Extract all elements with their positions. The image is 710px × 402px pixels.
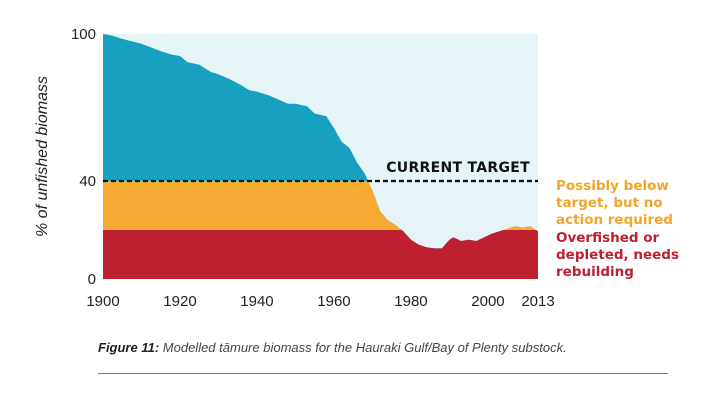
y-axis-label: % of unfished biomass	[34, 76, 51, 237]
zone-label-line: Possibly below	[556, 178, 669, 194]
x-tick-label: 1920	[163, 293, 196, 310]
zone-label-line: rebuilding	[556, 264, 634, 280]
zone-label-line: target, but no	[556, 195, 663, 211]
x-tick-label: 2000	[471, 293, 504, 310]
caption-divider	[98, 373, 668, 374]
figure-caption: Figure 11: Modelled tāmure biomass for t…	[98, 340, 658, 355]
x-tick-label: 1900	[86, 293, 119, 310]
x-tick-label: 1980	[394, 293, 427, 310]
x-tick-label: 1960	[317, 293, 350, 310]
zone-label-line: action required	[556, 212, 673, 228]
figure-caption-label: Figure 11:	[98, 340, 160, 355]
y-tick-label: 0	[88, 271, 96, 288]
x-tick-label: 1940	[240, 293, 273, 310]
y-tick-label: 100	[71, 26, 96, 43]
y-tick-labels: 0 40 100	[71, 26, 96, 288]
y-tick-label: 40	[79, 173, 96, 190]
zone-label-line: depleted, needs	[556, 247, 679, 263]
x-tick-label: 2013	[521, 293, 554, 310]
figure-caption-text: Modelled tāmure biomass for the Hauraki …	[159, 340, 567, 355]
zone-label-line: Overfished or	[556, 230, 660, 246]
current-target-label: CURRENT TARGET	[386, 160, 530, 176]
x-tick-labels: 1900 1920 1940 1960 1980 2000 2013	[86, 293, 554, 310]
